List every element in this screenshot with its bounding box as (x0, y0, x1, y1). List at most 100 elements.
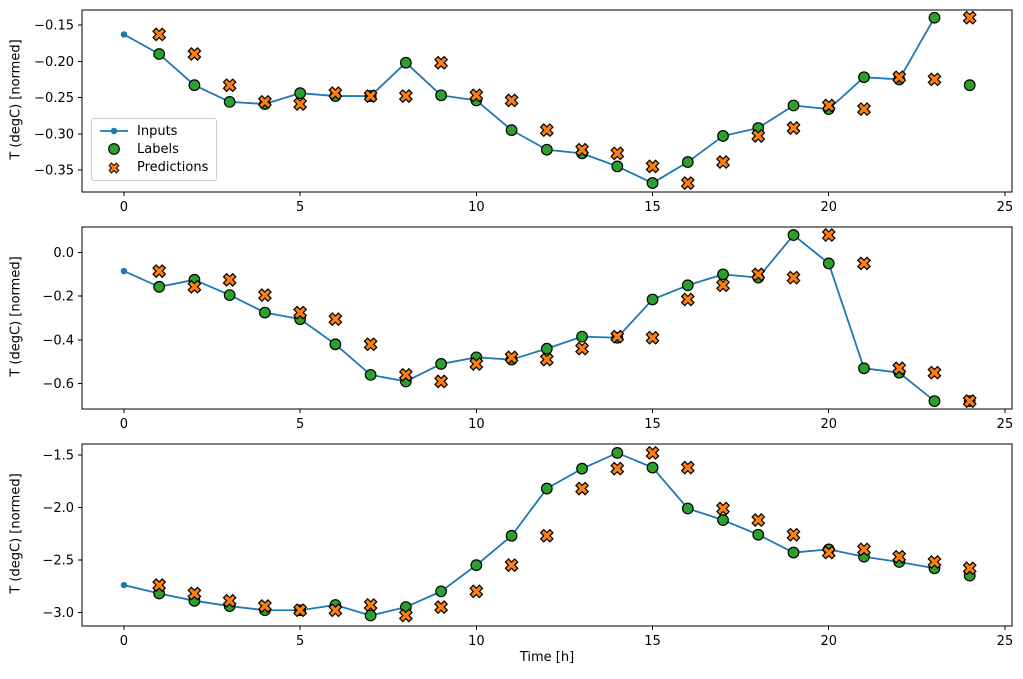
predictions-marker (222, 593, 237, 608)
y-tick-label: −3.0 (42, 606, 74, 621)
plot-area-subplot-2 (81, 226, 1013, 410)
predictions-marker (293, 603, 308, 618)
predictions-marker (892, 70, 907, 85)
predictions-marker (786, 270, 801, 285)
labels-marker (435, 89, 448, 102)
labels-marker (787, 229, 800, 241)
x-tick-label: 5 (296, 634, 304, 649)
predictions-marker (398, 89, 413, 104)
x-tick-label: 15 (644, 634, 661, 649)
x-tick-label: 20 (820, 417, 837, 432)
labels-marker (435, 358, 448, 370)
y-tick-label: −0.2 (42, 290, 74, 305)
labels-marker (153, 48, 166, 60)
predictions-marker (856, 542, 871, 557)
labels-marker (399, 56, 412, 69)
predictions-marker (398, 608, 413, 623)
predictions-marker (786, 120, 801, 135)
labels-marker (928, 395, 941, 407)
y-tick-label: −0.20 (34, 55, 74, 70)
predictions-marker (892, 361, 907, 376)
predictions-marker (434, 600, 449, 615)
predictions-marker (751, 513, 766, 528)
predictions-marker (504, 558, 519, 573)
predictions-marker (680, 176, 695, 191)
labels-marker (752, 528, 765, 541)
labels-marker (435, 585, 448, 598)
legend-label-predictions: Predictions (137, 160, 209, 176)
labels-marker (505, 124, 518, 137)
predictions-marker (927, 365, 942, 380)
labels-marker (540, 482, 553, 495)
predictions-marker (398, 367, 413, 382)
x-tick-label: 5 (296, 200, 304, 215)
predictions-marker (856, 102, 871, 117)
predictions-marker (152, 27, 167, 42)
legend-label-labels: Labels (137, 141, 179, 157)
predictions-marker (716, 278, 731, 293)
predictions-marker (610, 146, 625, 161)
x-tick-label: 0 (120, 200, 128, 215)
predictions-marker (293, 305, 308, 320)
predictions-marker (680, 292, 695, 307)
predictions-x-icon (108, 162, 120, 174)
labels-marker (540, 143, 553, 156)
predictions-marker (539, 352, 554, 367)
labels-marker (576, 462, 588, 475)
predictions-marker (645, 330, 660, 345)
x-axis-label: Time [h] (519, 650, 575, 665)
predictions-marker (927, 72, 942, 87)
inputs-marker (120, 267, 128, 275)
labels-marker (717, 268, 729, 281)
predictions-marker (328, 86, 343, 101)
legend-label-inputs: Inputs (137, 123, 178, 139)
inputs-marker (120, 581, 128, 589)
predictions-marker (610, 461, 625, 476)
predictions-marker (575, 481, 590, 496)
y-axis-label-subplot-3: T (degC) [normed] (8, 473, 24, 594)
predictions-marker (434, 55, 449, 70)
y-tick-label: −1.5 (42, 449, 74, 464)
x-tick-label: 15 (644, 417, 661, 432)
predictions-marker (539, 123, 554, 138)
predictions-marker (716, 155, 731, 170)
predictions-marker (645, 445, 660, 460)
legend-entry-labels: Labels (98, 140, 210, 158)
predictions-marker (821, 545, 836, 560)
y-axis-label-subplot-2: T (degC) [normed] (8, 256, 24, 377)
y-tick-label: −0.4 (42, 333, 74, 348)
predictions-marker (257, 288, 272, 303)
predictions-marker (469, 88, 484, 103)
predictions-marker (222, 272, 237, 287)
labels-marker (329, 338, 342, 351)
legend-entry-inputs: Inputs (98, 122, 210, 140)
predictions-marker (680, 460, 695, 475)
labels-marker (258, 306, 271, 319)
labels-marker (540, 342, 553, 355)
predictions-marker (927, 555, 942, 570)
predictions-marker (856, 256, 871, 271)
inputs-line-subplot-3 (123, 452, 936, 617)
predictions-marker (751, 267, 766, 282)
x-tick-label: 0 (120, 634, 128, 649)
inputs-marker (120, 31, 128, 38)
predictions-marker (363, 337, 378, 352)
inputs-line-subplot-2 (123, 234, 936, 402)
y-tick-label: 0.0 (53, 246, 74, 261)
labels-marker (611, 447, 624, 459)
predictions-marker (962, 394, 977, 409)
labels-marker (787, 99, 800, 112)
predictions-marker (716, 501, 731, 516)
predictions-marker (821, 228, 836, 243)
labels-marker (294, 87, 307, 100)
labels-marker (646, 461, 659, 474)
x-tick-label: 25 (997, 634, 1014, 649)
predictions-marker (645, 159, 660, 174)
predictions-marker (469, 356, 484, 371)
x-tick-label: 10 (468, 634, 485, 649)
y-tick-label: −0.30 (34, 127, 74, 142)
predictions-marker (962, 561, 977, 576)
labels-marker (611, 160, 624, 173)
